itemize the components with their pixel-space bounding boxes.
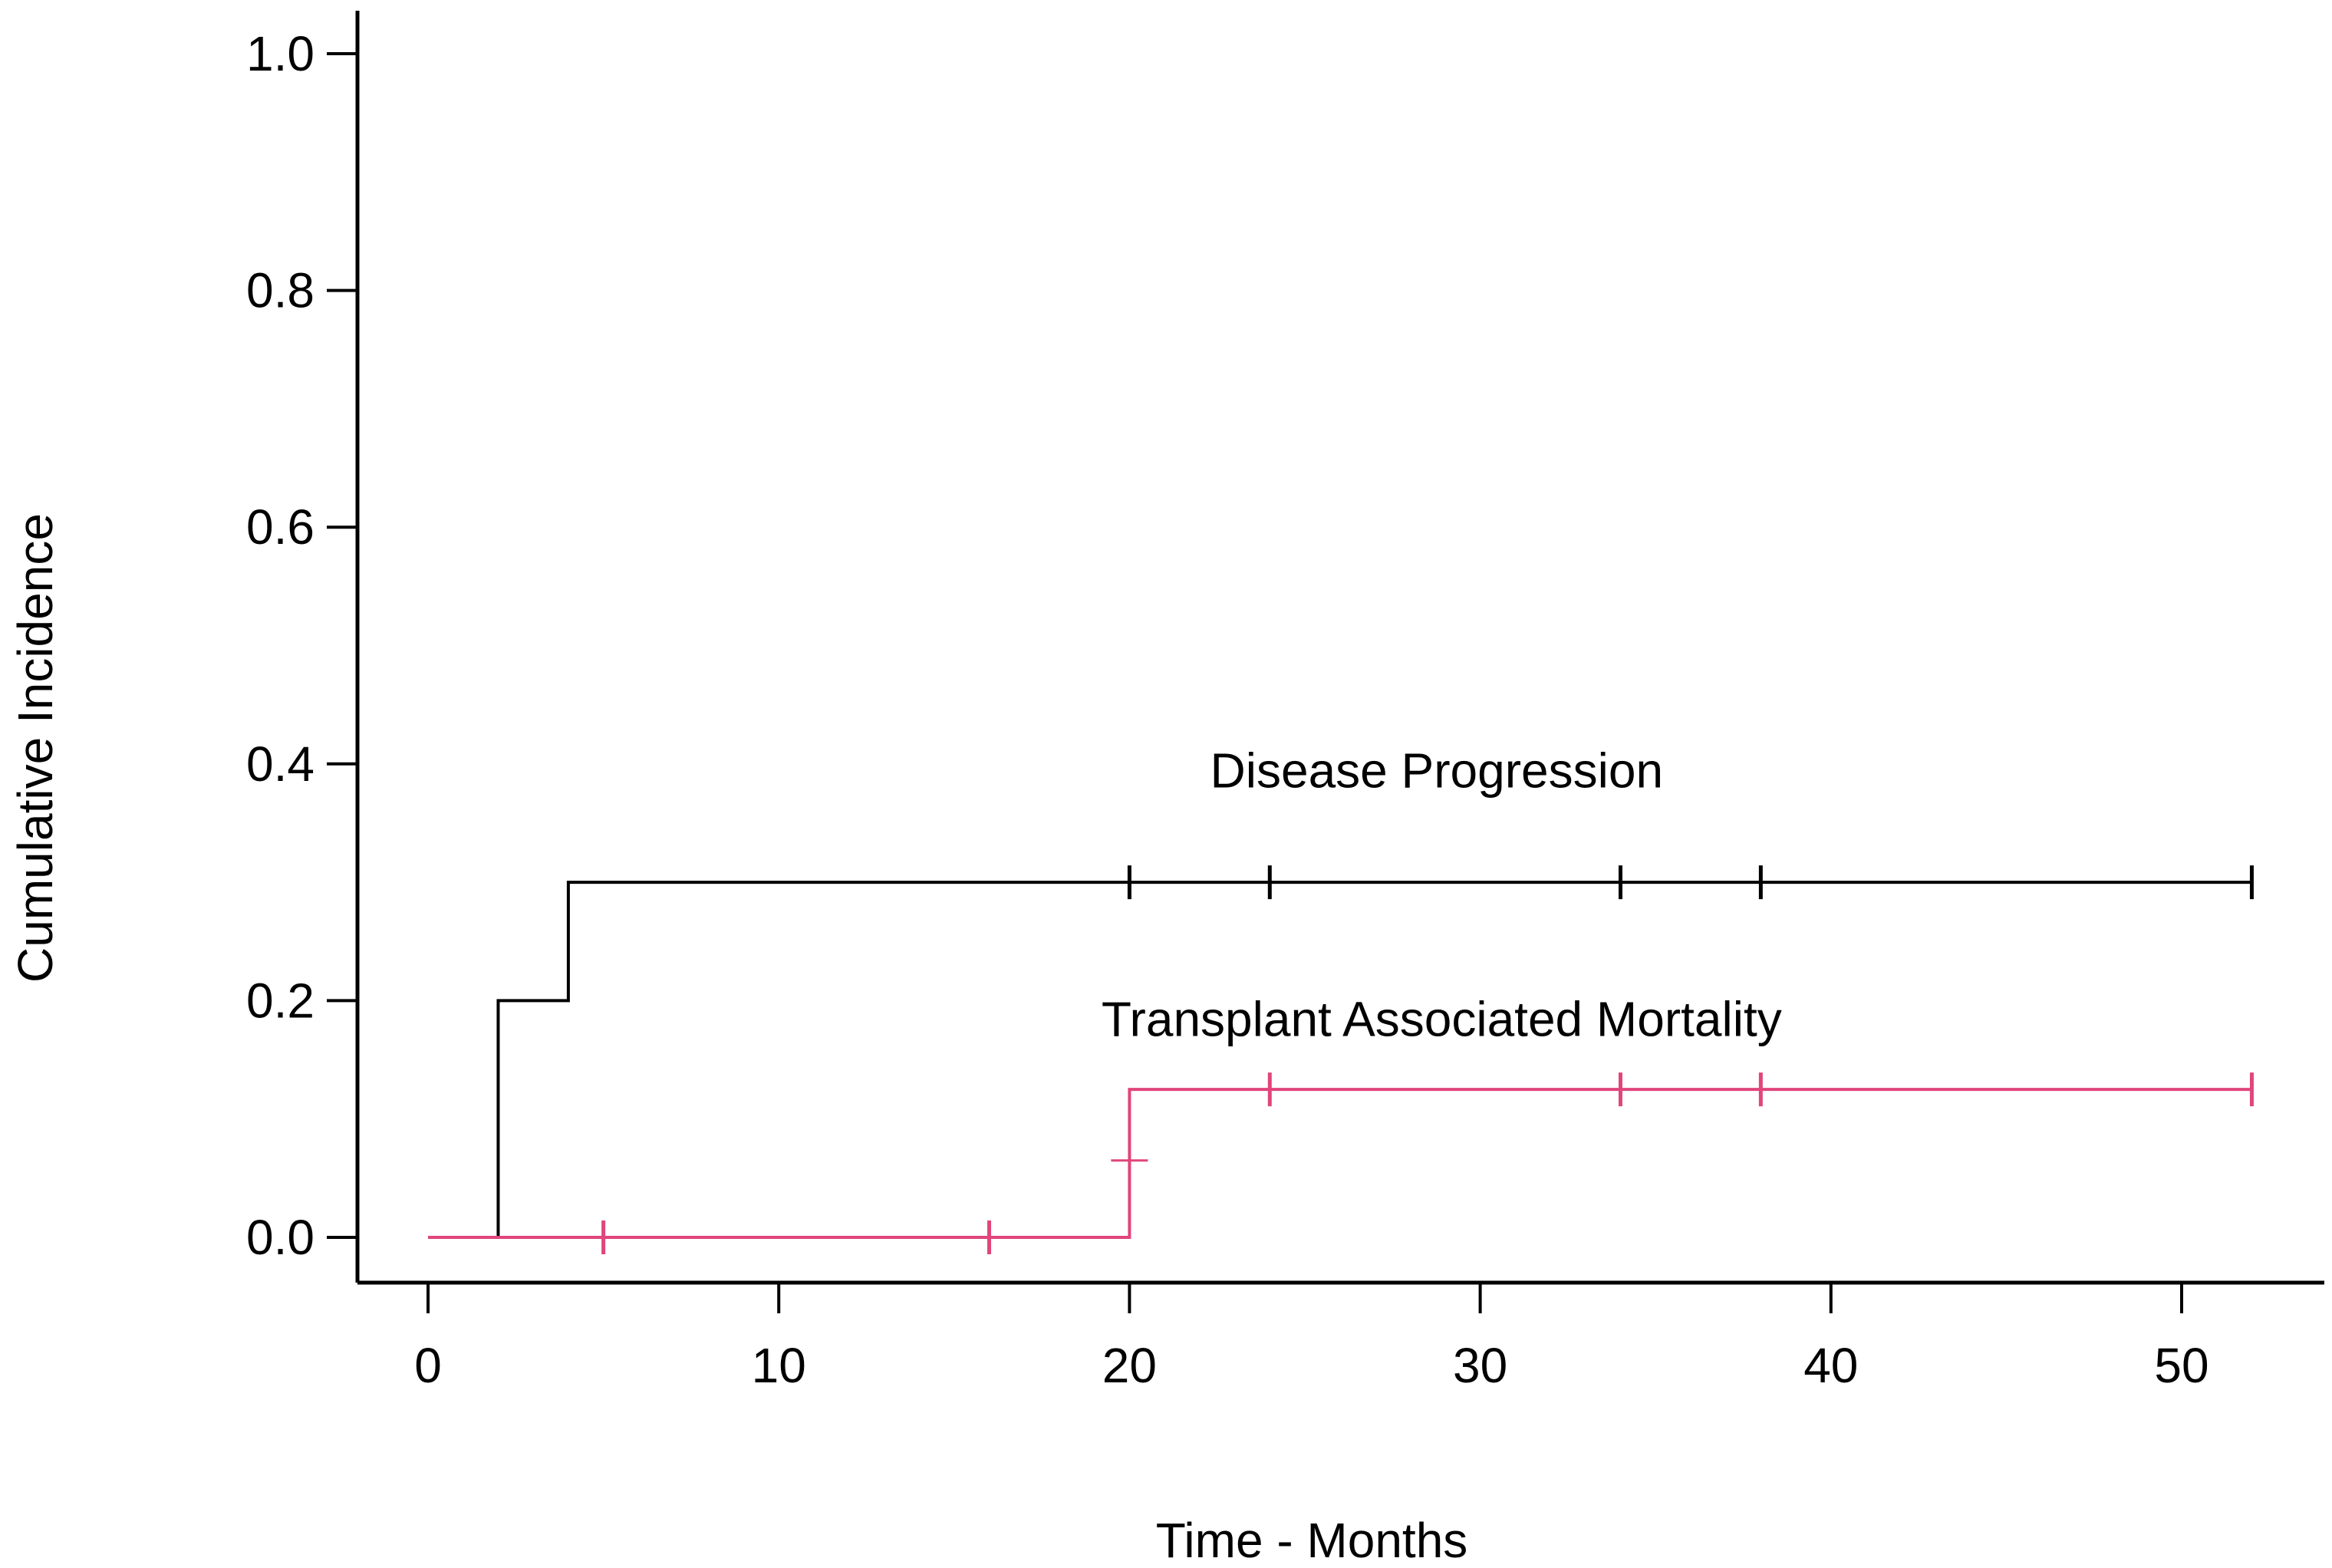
x-tick-label: 20	[1102, 1338, 1157, 1393]
x-tick-label: 30	[1453, 1338, 1507, 1393]
x-axis-title: Time - Months	[1156, 1513, 1468, 1568]
series-annotation-label: Disease Progression	[1210, 743, 1664, 799]
y-axis-title: Cumulative Incidence	[8, 513, 63, 983]
series-line-transplant-associated-mortality	[428, 1088, 2252, 1239]
x-tick-label: 10	[752, 1338, 806, 1393]
axes-layer: 0.0 0.2 0.4 0.6 0.8 1.0 0 10 20 30 40 50	[246, 11, 2324, 1393]
y-tick-label: 0.4	[246, 736, 315, 792]
y-tick-label: 0.6	[246, 499, 315, 555]
series-layer	[428, 865, 2254, 1254]
x-tick-label: 0	[414, 1338, 442, 1393]
series-annotation-label: Transplant Associated Mortality	[1102, 992, 1782, 1047]
x-tick-label: 40	[1803, 1338, 1858, 1393]
y-tick-label: 0.2	[246, 973, 315, 1028]
annotation-layer: Disease Progression Transplant Associated…	[1102, 743, 1782, 1047]
x-tick-label: 50	[2154, 1338, 2208, 1393]
y-tick-label: 0.0	[246, 1210, 315, 1265]
y-tick-label: 0.8	[246, 263, 315, 318]
y-tick-label: 1.0	[246, 26, 315, 81]
